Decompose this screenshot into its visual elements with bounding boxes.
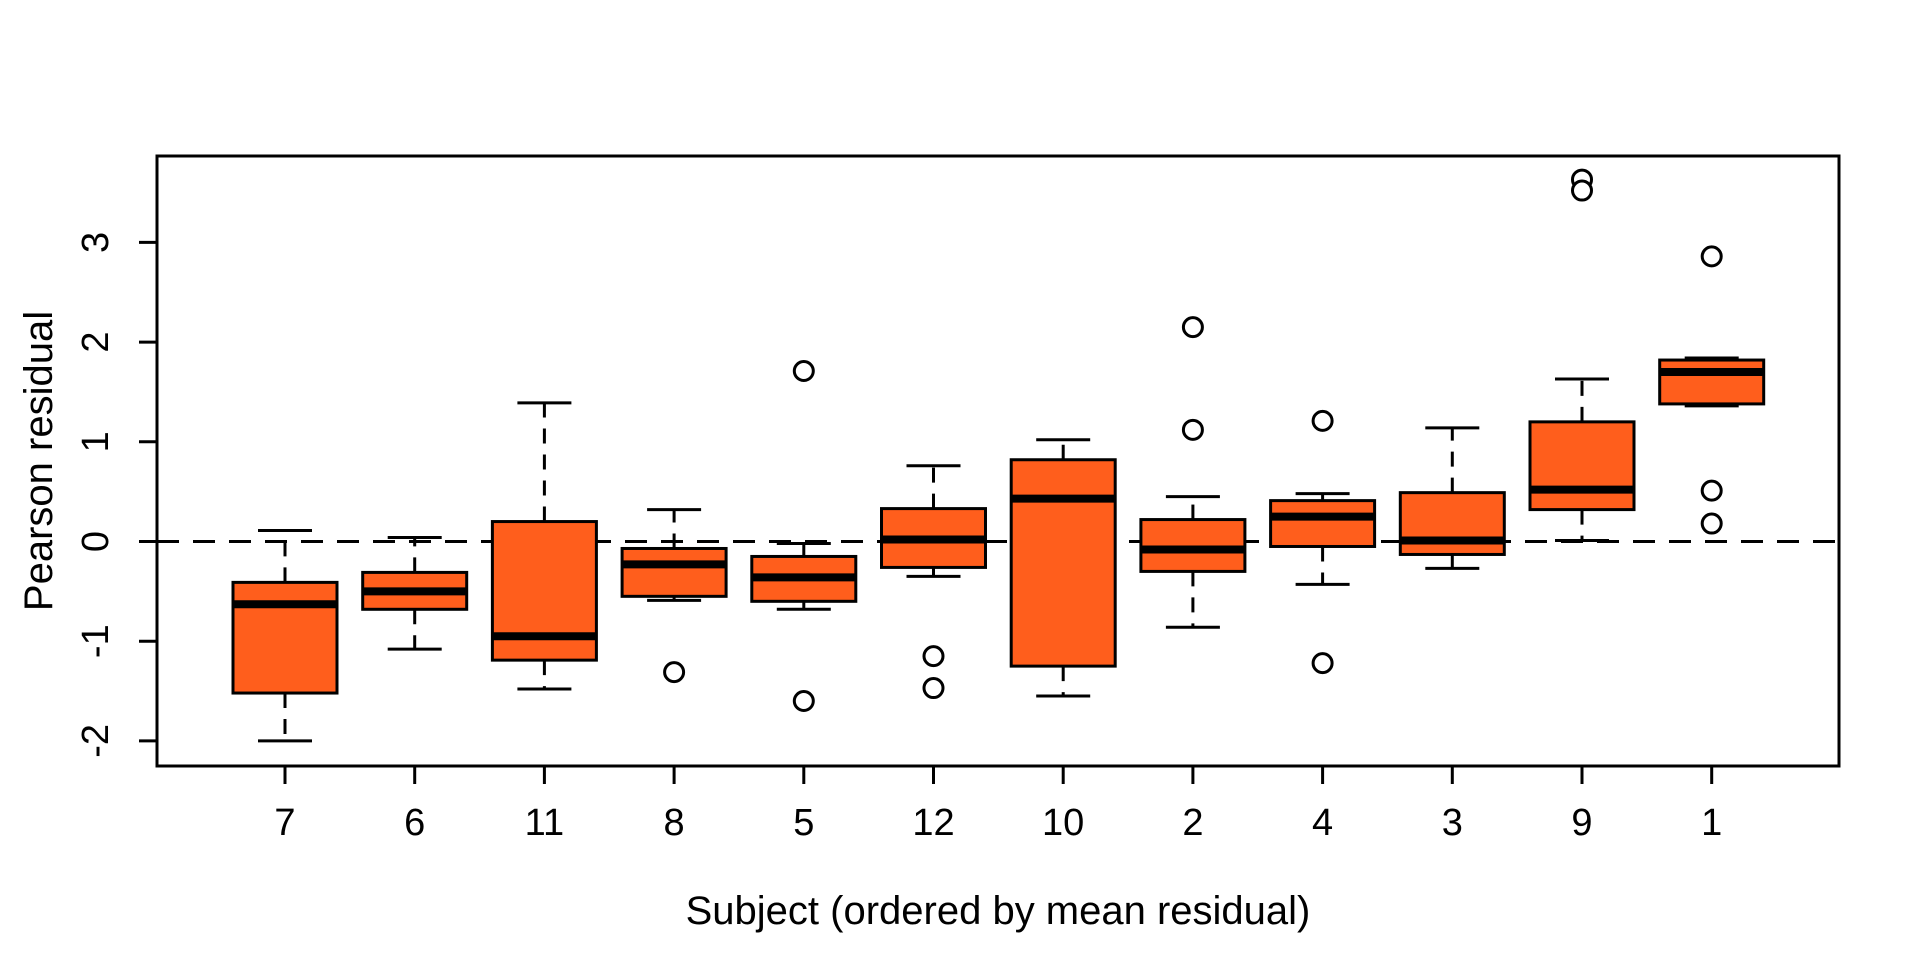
x-tick-label-subject-6: 6: [404, 802, 425, 844]
x-tick-label-subject-2: 2: [1182, 802, 1203, 844]
iqr-box-subject-1[interactable]: [1658, 358, 1766, 406]
outlier-point-subject-1[interactable]: [1700, 479, 1723, 502]
x-tick-label-subject-10: 10: [1042, 802, 1084, 844]
outlier-point-subject-4[interactable]: [1311, 652, 1334, 675]
outlier-point-subject-4[interactable]: [1311, 409, 1334, 432]
x-tick-label-subject-3: 3: [1442, 802, 1463, 844]
x-tick-label-subject-11: 11: [525, 802, 564, 844]
x-tick-label-subject-8: 8: [664, 802, 685, 844]
y-tick-label: -1: [75, 624, 117, 658]
x-tick-label-subject-12: 12: [912, 802, 954, 844]
outlier-point-subject-9[interactable]: [1571, 179, 1593, 202]
iqr-box-subject-4[interactable]: [1269, 499, 1377, 548]
iqr-box-subject-3[interactable]: [1398, 491, 1506, 556]
y-tick-label: 1: [75, 431, 117, 452]
y-tick-label: 0: [75, 531, 117, 552]
y-tick-label: -2: [75, 724, 117, 758]
iqr-box-subject-9[interactable]: [1528, 420, 1636, 512]
outlier-point-subject-2[interactable]: [1181, 316, 1204, 339]
outlier-point-subject-12[interactable]: [922, 677, 945, 700]
x-tick-label-subject-1: 1: [1701, 802, 1722, 844]
x-tick-label-subject-9: 9: [1571, 802, 1592, 844]
x-axis-title: Subject (ordered by mean residual): [686, 889, 1311, 933]
outlier-point-subject-12[interactable]: [922, 645, 945, 668]
outlier-point-subject-1[interactable]: [1700, 245, 1723, 268]
plot-frame: [155, 154, 1841, 768]
y-tick-label: 3: [75, 232, 117, 253]
outlier-point-subject-2[interactable]: [1181, 418, 1204, 441]
outlier-point-subject-5[interactable]: [792, 360, 815, 383]
iqr-box-subject-10[interactable]: [1009, 458, 1117, 668]
iqr-box-subject-8[interactable]: [620, 546, 728, 598]
outlier-point-subject-1[interactable]: [1700, 512, 1723, 535]
y-axis-title: Pearson residual: [17, 311, 61, 611]
outlier-point-subject-8[interactable]: [663, 661, 686, 684]
outlier-point-subject-5[interactable]: [792, 690, 815, 713]
x-tick-label-subject-5: 5: [793, 802, 814, 844]
iqr-box-subject-7[interactable]: [231, 580, 339, 695]
x-tick-label-subject-4: 4: [1312, 802, 1333, 844]
x-tick-label-subject-7: 7: [274, 802, 295, 844]
y-tick-label: 2: [75, 332, 117, 353]
